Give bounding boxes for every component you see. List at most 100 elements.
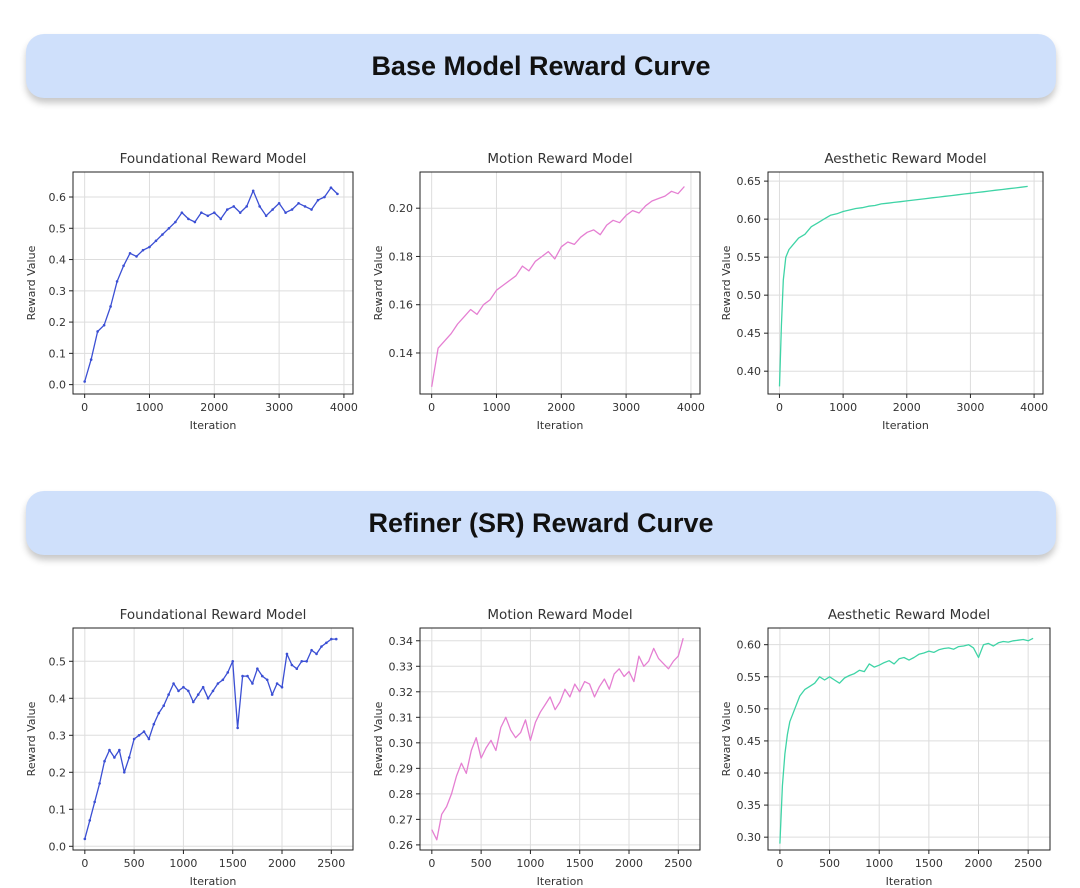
y-tick-label: 0.26	[389, 839, 414, 852]
series-line	[431, 186, 685, 387]
y-tick-label: 0.0	[49, 840, 67, 853]
chart-title: Motion Reward Model	[487, 607, 632, 623]
data-point	[103, 759, 106, 763]
data-point	[201, 685, 205, 689]
data-point	[96, 330, 99, 333]
data-point	[157, 711, 161, 715]
data-point	[148, 245, 151, 249]
y-tick-label: 0.45	[737, 327, 762, 340]
data-point	[297, 201, 300, 205]
x-tick-label: 2000	[893, 401, 921, 414]
data-point	[256, 667, 259, 670]
chart-title: Foundational Reward Model	[120, 607, 307, 623]
data-point	[137, 734, 141, 737]
x-tick-label: 4000	[330, 401, 358, 414]
data-point	[108, 748, 111, 752]
data-point	[162, 704, 166, 707]
x-tick-label: 2500	[317, 857, 345, 870]
data-point	[187, 689, 190, 693]
x-tick-label: 1000	[516, 857, 544, 870]
data-point	[93, 800, 96, 804]
chart-base-motion: 0 1000 2000 3000 4000 0.14 0.16 0.18 0.20 Motion …	[372, 151, 705, 432]
data-point	[167, 226, 171, 230]
y-tick-label: 0.40	[737, 365, 762, 378]
data-point	[122, 771, 126, 774]
y-axis-label: Reward Value	[25, 701, 38, 776]
data-point	[295, 667, 299, 670]
y-tick-label: 0.60	[737, 639, 762, 652]
x-tick-label: 1000	[865, 857, 893, 870]
data-point	[182, 685, 185, 689]
data-point	[225, 208, 229, 211]
data-point	[115, 280, 119, 283]
data-point	[132, 737, 136, 741]
y-tick-label: 0.65	[737, 175, 762, 188]
y-tick-label: 0.4	[49, 692, 67, 705]
y-tick-label: 0.6	[49, 191, 67, 204]
series-line	[84, 186, 338, 382]
y-tick-label: 0.35	[737, 799, 762, 812]
y-tick-label: 0.14	[389, 347, 414, 360]
y-tick-label: 0.32	[389, 686, 414, 699]
y-tick-label: 0.5	[49, 655, 67, 668]
section-banner-base: Base Model Reward Curve	[26, 34, 1056, 98]
data-point	[180, 211, 184, 214]
y-tick-label: 0.30	[737, 831, 762, 844]
y-tick-label: 0.34	[389, 635, 414, 648]
y-tick-label: 0.16	[389, 299, 414, 312]
plot-frame	[419, 171, 701, 395]
data-point	[305, 660, 308, 663]
x-tick-label: 0	[776, 857, 783, 870]
data-point	[330, 637, 333, 641]
series-line	[431, 638, 684, 841]
y-tick-label: 0.27	[389, 813, 414, 826]
data-point	[270, 693, 274, 696]
y-tick-label: 0.4	[49, 254, 67, 267]
x-tick-label: 1500	[566, 857, 594, 870]
x-axis-label: Iteration	[886, 875, 933, 888]
chart-base-foundational: 0 1000 2000 3000 4000 0.0 0.1 0.2 0.3 0.4 0.5 0.6 Fo…	[25, 151, 358, 432]
data-point	[193, 220, 197, 224]
data-point	[135, 255, 138, 258]
data-point	[113, 756, 116, 759]
x-tick-label: 2000	[200, 401, 228, 414]
data-point	[245, 205, 249, 208]
y-tick-label: 0.1	[49, 347, 67, 360]
data-point	[187, 217, 190, 221]
data-point	[336, 192, 339, 196]
data-point	[83, 837, 87, 841]
data-point	[265, 678, 269, 682]
data-point	[177, 689, 180, 693]
chart-refiner-motion: 0 500 1000 1500 2000 2500 0.26 0.27 0.28 0.29 0.30…	[372, 607, 701, 888]
data-point	[127, 756, 131, 759]
x-tick-label: 500	[819, 857, 840, 870]
y-tick-label: 0.5	[49, 222, 67, 235]
data-point	[167, 693, 170, 696]
data-point	[251, 682, 254, 685]
data-point	[98, 782, 101, 785]
plot-frame	[767, 627, 1051, 851]
data-point	[231, 660, 235, 663]
data-point	[310, 648, 313, 652]
data-point	[102, 323, 106, 327]
data-point	[211, 689, 215, 693]
data-point	[89, 358, 93, 361]
x-tick-label: 4000	[677, 401, 705, 414]
x-tick-label: 0	[428, 401, 435, 414]
y-tick-label: 0.29	[389, 762, 414, 775]
data-point	[303, 205, 307, 208]
data-point	[172, 682, 175, 685]
data-point	[219, 217, 223, 221]
plot-frame	[72, 627, 354, 851]
x-tick-label: 1000	[829, 401, 857, 414]
chart-refiner-aesthetic: 0 500 1000 1500 2000 2500 0.30 0.35 0.40 0.45 0.50…	[720, 607, 1051, 888]
data-point	[271, 208, 274, 211]
y-tick-label: 0.3	[49, 285, 67, 298]
y-axis-label: Reward Value	[372, 701, 385, 776]
data-point	[83, 380, 86, 383]
data-point	[216, 682, 220, 685]
x-tick-label: 1000	[135, 401, 163, 414]
data-point	[236, 726, 239, 730]
data-point	[206, 697, 210, 700]
x-tick-label: 2500	[1014, 857, 1042, 870]
